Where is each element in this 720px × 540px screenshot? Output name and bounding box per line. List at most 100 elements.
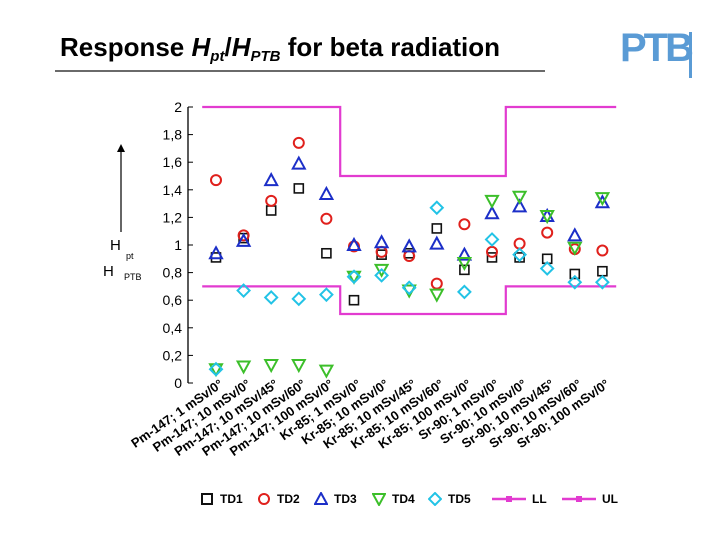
point-td2: [210, 174, 222, 187]
point-td3: [594, 194, 611, 209]
legend-label: UL: [602, 492, 618, 506]
ylabel-arrowhead: [117, 144, 125, 152]
point-td1: [431, 223, 443, 234]
legend-item-td4: TD4: [372, 492, 415, 506]
point-td4: [539, 210, 555, 225]
point-td3: [208, 245, 224, 260]
ylabel-sub2: PTB: [124, 272, 142, 282]
y-axis-label: Hpt H PTB: [103, 144, 142, 282]
point-td5: [208, 361, 224, 377]
point-td5: [401, 280, 417, 296]
legend-item-td5: TD5: [428, 492, 471, 506]
logo-bar: [689, 32, 692, 78]
point-td4: [318, 364, 335, 379]
legend-symbol: [258, 493, 270, 505]
point-td3: [567, 227, 583, 242]
point-td4: [235, 360, 252, 375]
ylabel-h2: H: [103, 263, 114, 280]
point-td3: [456, 246, 473, 261]
title-sub1: pt: [210, 48, 225, 65]
y-tick-label: 0,8: [163, 265, 183, 281]
point-td3: [263, 172, 279, 187]
title-sub2: PTB: [250, 48, 281, 65]
ptb-logo: PTB: [620, 26, 694, 78]
point-td1: [321, 247, 332, 259]
y-tick-label: 0,4: [163, 320, 183, 336]
point-td1: [597, 265, 608, 277]
point-td5: [539, 261, 555, 276]
legend-label: LL: [532, 492, 547, 506]
legend-symbol: [314, 492, 328, 505]
point-td5: [236, 283, 252, 298]
point-td5: [512, 247, 528, 263]
point-td3: [429, 235, 445, 250]
point-td5: [291, 291, 307, 307]
point-td2: [486, 245, 498, 258]
point-td2: [375, 245, 388, 258]
point-td5: [346, 269, 362, 285]
legend-symbol: [562, 496, 596, 502]
x-tick-labels: Pm-147; 1 mSv/0°Pm-147; 10 mSv/0°Pm-147;…: [128, 376, 612, 459]
point-td1: [486, 252, 498, 263]
point-td4: [291, 359, 307, 374]
y-tick-label: 1,2: [163, 209, 183, 225]
point-td5: [429, 200, 445, 216]
point-td3: [235, 232, 252, 247]
title-h1: H: [191, 32, 211, 62]
point-td4: [373, 263, 390, 278]
title-prefix: Response: [60, 32, 192, 62]
limit-line-ul: [202, 105, 617, 178]
title-slash: /: [224, 32, 232, 62]
point-td2: [596, 244, 609, 257]
point-td3: [373, 234, 390, 249]
data-points: [208, 136, 611, 379]
y-tick-label: 1,6: [163, 154, 183, 170]
limit-lines: [202, 105, 617, 316]
point-td5: [484, 232, 500, 247]
point-td3: [346, 236, 362, 251]
legend-item-ul: UL: [562, 492, 618, 506]
legend: TD1 TD2 TD3 TD4 TD5 LL UL: [200, 492, 620, 508]
point-td4: [456, 256, 473, 272]
legend-symbol: [201, 493, 213, 505]
legend-item-td2: TD2: [257, 492, 300, 506]
point-td2: [458, 218, 471, 231]
legend-label: TD2: [277, 492, 300, 506]
point-td4: [594, 192, 611, 207]
point-td2: [292, 136, 305, 149]
point-td2: [430, 277, 443, 290]
y-tick-label: 1: [174, 237, 182, 253]
chart-title: Response Hpt/HPTB for beta radiation: [60, 32, 500, 65]
y-tick-label: 0,2: [163, 347, 183, 363]
point-td4: [484, 194, 500, 209]
legend-label: TD3: [334, 492, 357, 506]
point-td1: [459, 264, 470, 276]
title-suffix: for beta radiation: [280, 32, 501, 62]
ylabel-sub1: pt: [126, 251, 134, 261]
point-td5: [594, 274, 610, 290]
point-td3: [401, 238, 417, 253]
y-tick-label: 1,4: [163, 182, 183, 198]
title-h2: H: [231, 32, 251, 62]
axes: 0 0,2 0,4 0,6 0,8 1 1,2 1,4 1,6 1,8 2: [163, 99, 193, 391]
ylabel-h1: H: [110, 237, 121, 254]
point-td2: [513, 237, 526, 250]
point-td4: [263, 359, 279, 374]
point-td3: [484, 205, 500, 220]
legend-symbol: [372, 493, 386, 506]
point-td5: [318, 287, 334, 303]
point-td1: [265, 205, 277, 216]
point-td5: [567, 274, 583, 290]
point-td2: [320, 212, 333, 225]
legend-label: TD4: [392, 492, 415, 506]
point-td2: [237, 229, 250, 242]
legend-label: TD1: [220, 492, 243, 506]
point-td3: [318, 185, 335, 200]
y-tick-label: 1,8: [163, 127, 183, 143]
point-td2: [265, 194, 278, 207]
point-td5: [374, 267, 390, 283]
y-tick-label: 0,6: [163, 292, 183, 308]
point-td3: [511, 198, 528, 213]
legend-item-td3: TD3: [314, 492, 357, 506]
